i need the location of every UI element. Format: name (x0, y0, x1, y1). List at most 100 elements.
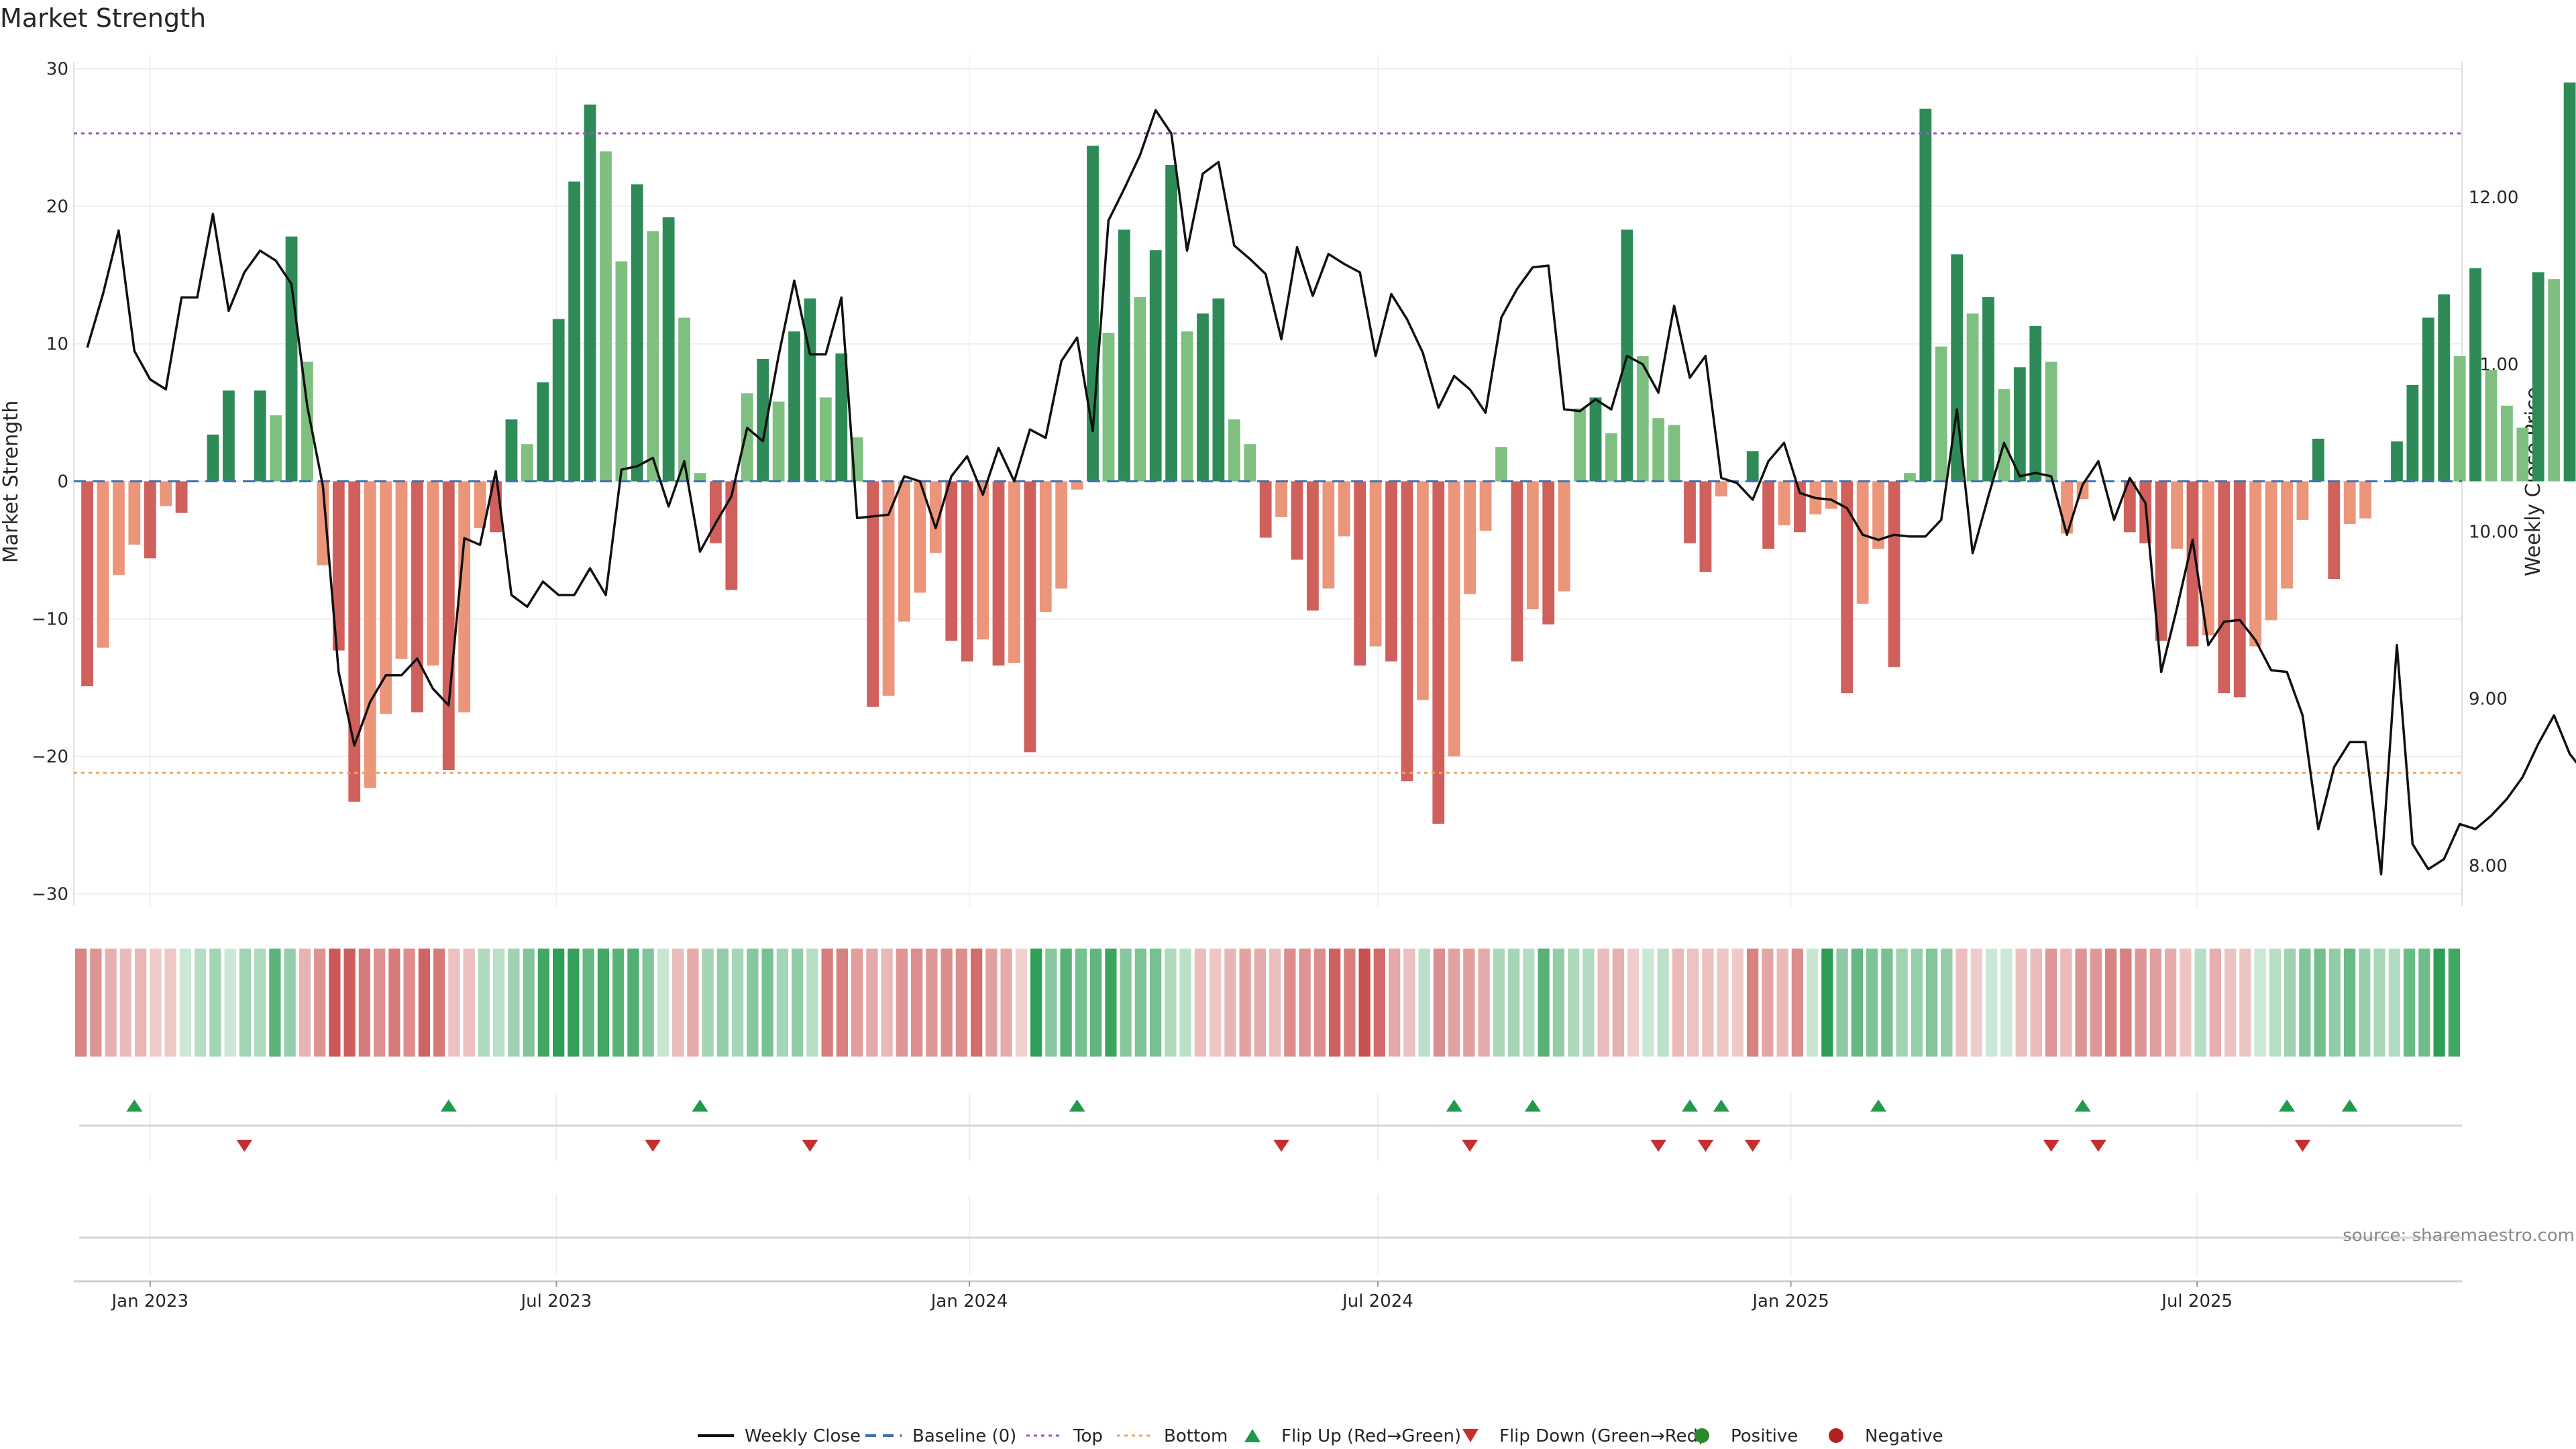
strength-bar (254, 390, 266, 482)
heat-cell (792, 949, 804, 1057)
heat-cell (493, 949, 505, 1057)
strength-bar (2438, 294, 2451, 482)
strength-bar (332, 481, 345, 651)
strength-bar (1746, 451, 1759, 482)
heat-cell (1970, 949, 1982, 1057)
y-left-tick-label: 0 (57, 472, 68, 492)
flip-up-marker (1524, 1099, 1541, 1112)
flip-down-marker (2294, 1140, 2311, 1152)
heat-cell (582, 949, 594, 1057)
strength-bar (898, 481, 910, 622)
strength-bar (1369, 481, 1382, 647)
strength-bar (1715, 481, 1727, 497)
heat-cell (836, 949, 848, 1057)
heat-cell (1030, 949, 1042, 1057)
heat-cell (179, 949, 191, 1057)
x-tick-label: Jul 2025 (2160, 1291, 2233, 1311)
strength-bar (537, 382, 549, 482)
flip-down-marker (802, 1140, 818, 1152)
heat-cell (2344, 949, 2356, 1057)
strength-bar (1668, 425, 1680, 482)
heat-cell (1075, 949, 1087, 1057)
strength-bar (2171, 481, 2183, 549)
strength-bar (1024, 481, 1036, 753)
chart-title: Market Strength (0, 3, 206, 33)
legend-swatch-triangle-down (1462, 1429, 1479, 1442)
heat-cell (761, 949, 773, 1057)
strength-bar (1071, 481, 1083, 490)
heat-cell (1687, 949, 1699, 1057)
heat-cell (1045, 949, 1057, 1057)
strength-bars (81, 83, 2576, 824)
strength-bar (2202, 481, 2214, 636)
strength-bar (741, 393, 753, 482)
strength-bar (1526, 481, 1539, 610)
heat-cell (1210, 949, 1222, 1057)
y-left-tick-label: 30 (46, 60, 68, 80)
heat-cell (1657, 949, 1669, 1057)
strength-bar (1982, 297, 1994, 482)
y-left-tick-label: −10 (32, 610, 68, 630)
strength-bar (1165, 165, 1178, 482)
heat-cell (776, 949, 788, 1057)
heat-cell (1344, 949, 1356, 1057)
strength-bar (2343, 481, 2356, 525)
heat-cell (1090, 949, 1102, 1057)
strength-bar (1197, 313, 1209, 482)
strength-bar (1401, 481, 1413, 782)
y-right-tick-label: 12.00 (2469, 188, 2518, 208)
heat-cell (2254, 949, 2266, 1057)
heat-cell (1194, 949, 1206, 1057)
heat-cell (2209, 949, 2221, 1057)
heat-cell (1120, 949, 1132, 1057)
heat-cell (1224, 949, 1236, 1057)
heat-cell (2015, 949, 2027, 1057)
heat-cell (672, 949, 684, 1057)
heat-cell (2135, 949, 2147, 1057)
flip-down-marker (1650, 1140, 1667, 1152)
heat-cell (1358, 949, 1371, 1057)
flip-down-marker (1273, 1140, 1290, 1152)
heat-cell (1134, 949, 1146, 1057)
strength-bar (175, 481, 188, 513)
heat-cell (1955, 949, 1968, 1057)
heat-cell (851, 949, 863, 1057)
strength-heat-strip (75, 949, 2460, 1057)
strength-bar (2233, 481, 2246, 698)
heat-cell (1717, 949, 1729, 1057)
strength-bar (2548, 279, 2561, 482)
heat-cell (1881, 949, 1893, 1057)
heat-cell (2388, 949, 2400, 1057)
heat-cell (269, 949, 281, 1057)
x-tick-label: Jul 2023 (519, 1291, 592, 1311)
strength-bar (1636, 356, 1649, 482)
heat-cell (478, 949, 490, 1057)
strength-bar (1574, 408, 1586, 482)
heat-cell (329, 949, 341, 1057)
heat-cell (1702, 949, 1714, 1057)
y-right-tick-label: 8.00 (2469, 857, 2508, 877)
strength-bar (819, 397, 832, 482)
legend-label: Flip Up (Red→Green) (1281, 1426, 1461, 1446)
strength-bar (1935, 346, 1947, 482)
legend-label: Baseline (0) (912, 1426, 1016, 1446)
heat-cell (119, 949, 131, 1057)
strength-bar (1699, 481, 1712, 572)
strength-bar (1134, 297, 1146, 482)
heat-cell (239, 949, 251, 1057)
strength-bar (2265, 481, 2277, 621)
flip-down-marker (1697, 1140, 1714, 1152)
strength-bar (1684, 481, 1696, 543)
heat-cell (537, 949, 549, 1057)
heat-cell (2404, 949, 2416, 1057)
strength-bar (458, 481, 471, 712)
heat-cell (1747, 949, 1759, 1057)
flip-up-marker (1870, 1099, 1887, 1112)
x-tick-label: Jan 2024 (930, 1291, 1008, 1311)
heat-cell (1866, 949, 1878, 1057)
strength-bar (270, 415, 282, 482)
heat-cell (2000, 949, 2012, 1057)
strength-bar (2045, 362, 2057, 482)
strength-bar (113, 481, 125, 575)
heat-cell (209, 949, 221, 1057)
